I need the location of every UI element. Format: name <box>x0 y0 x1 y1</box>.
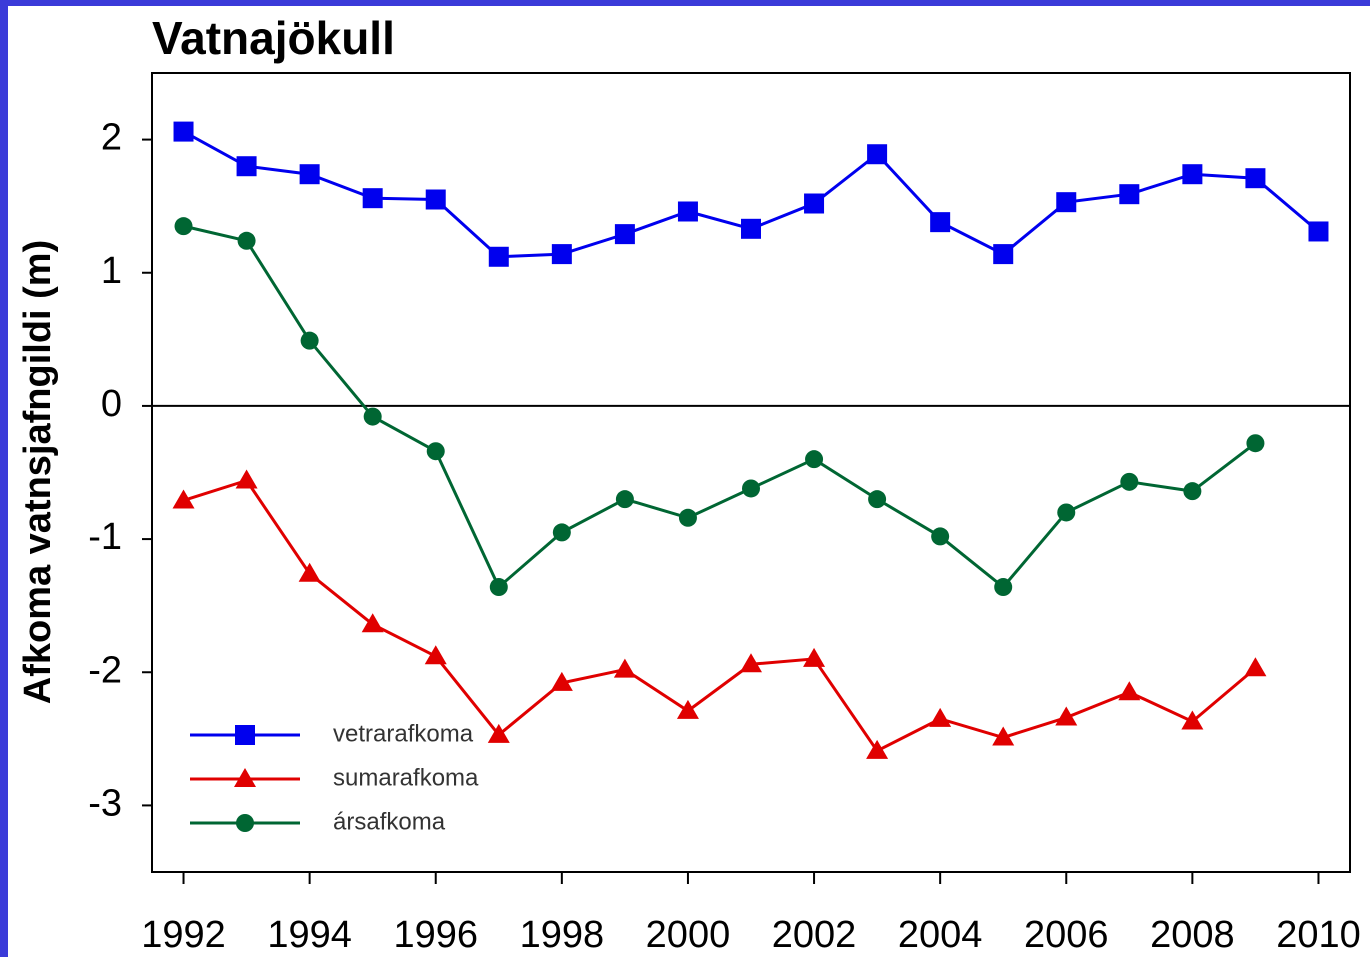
series-line <box>183 478 1257 753</box>
data-point <box>489 578 508 597</box>
data-point <box>1244 657 1267 677</box>
data-point <box>1119 184 1140 205</box>
y-axis-label: Afkoma vatnsjafngildi (m) <box>17 240 59 705</box>
y-tick-label: -1 <box>88 516 122 558</box>
x-tick-label: 2002 <box>772 914 857 956</box>
data-point <box>1120 472 1139 491</box>
y-tick-label: -3 <box>88 782 122 824</box>
data-point <box>868 490 887 509</box>
legend-marker <box>236 814 254 832</box>
data-point <box>1246 434 1265 453</box>
data-point <box>930 212 951 233</box>
data-point <box>363 407 382 426</box>
data-point <box>551 244 572 265</box>
data-point <box>676 699 699 719</box>
y-tick-label: -2 <box>88 649 122 691</box>
chart-background <box>8 6 1370 957</box>
chart-title: Vatnajökull <box>152 12 395 64</box>
data-point <box>992 726 1015 746</box>
y-tick-label: 1 <box>101 250 122 292</box>
data-point <box>488 246 509 267</box>
data-point <box>550 671 573 691</box>
data-point <box>615 490 634 509</box>
legend-label: ársafkoma <box>333 808 446 835</box>
y-tick-label: 0 <box>101 383 122 425</box>
data-point <box>1308 221 1329 242</box>
data-point <box>929 707 952 727</box>
data-point <box>174 217 193 236</box>
data-point <box>1183 482 1202 501</box>
data-point <box>678 508 697 527</box>
data-point <box>993 244 1014 265</box>
data-point <box>614 224 635 245</box>
legend-marker <box>235 725 255 745</box>
x-tick-label: 2010 <box>1276 914 1361 956</box>
data-point <box>677 201 698 222</box>
data-point <box>1056 192 1077 213</box>
data-point <box>1055 706 1078 726</box>
x-tick-label: 1992 <box>141 914 226 956</box>
data-point <box>804 193 825 214</box>
data-point <box>1245 168 1266 189</box>
data-point <box>236 156 257 177</box>
data-point <box>742 479 760 498</box>
data-point <box>172 489 195 509</box>
series-line <box>183 224 1257 590</box>
y-tick-label: 2 <box>101 117 122 159</box>
data-point <box>552 523 571 542</box>
data-point <box>300 331 319 350</box>
data-point <box>362 188 383 209</box>
data-point <box>487 723 510 743</box>
data-point <box>1057 503 1076 522</box>
data-point <box>173 121 194 142</box>
plot-frame <box>151 72 1351 873</box>
data-point <box>1181 710 1204 730</box>
data-point <box>994 578 1013 597</box>
data-point <box>613 658 636 678</box>
x-tick-label: 2004 <box>898 914 983 956</box>
legend-marker <box>234 768 256 787</box>
data-point <box>1118 681 1141 701</box>
data-point <box>867 144 888 165</box>
data-point <box>424 645 447 665</box>
data-point <box>426 442 445 461</box>
x-tick-label: 2006 <box>1024 914 1109 956</box>
data-point <box>866 739 889 759</box>
data-point <box>298 562 321 582</box>
legend-label: vetrarafkoma <box>333 720 474 747</box>
legend-label: sumarafkoma <box>333 764 479 791</box>
data-point <box>237 231 256 250</box>
data-point <box>931 527 950 546</box>
data-point <box>741 218 761 239</box>
x-tick-label: 1996 <box>393 914 478 956</box>
x-tick-label: 1994 <box>267 914 352 956</box>
x-tick-label: 1998 <box>520 914 605 956</box>
data-point <box>1182 164 1203 185</box>
data-point <box>235 469 258 489</box>
data-point <box>740 653 762 673</box>
x-tick-label: 2000 <box>646 914 731 956</box>
data-point <box>361 613 384 633</box>
data-point <box>299 164 320 185</box>
data-point <box>803 647 826 667</box>
data-point <box>425 189 446 210</box>
data-point <box>805 450 824 469</box>
x-tick-label: 2008 <box>1150 914 1235 956</box>
